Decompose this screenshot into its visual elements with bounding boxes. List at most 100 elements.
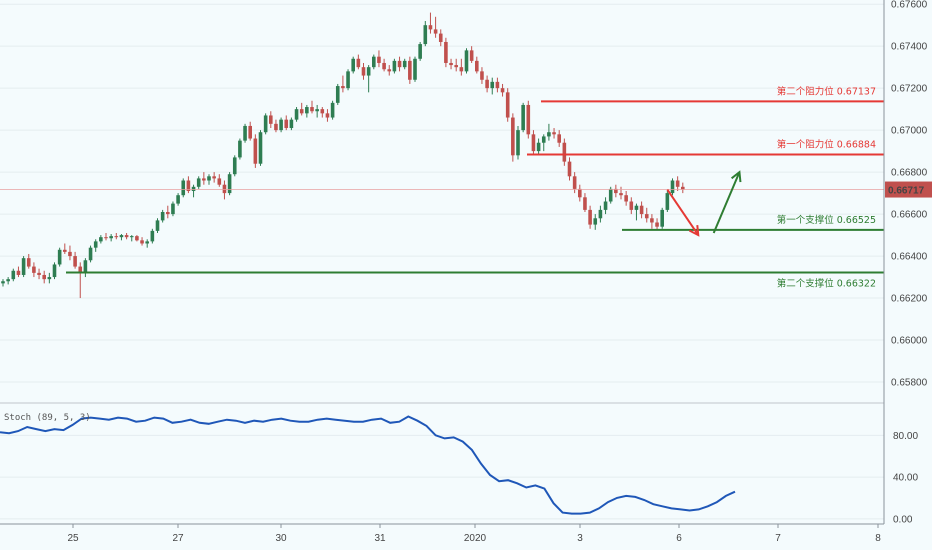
candle-body: [505, 92, 510, 118]
candle-body: [619, 193, 623, 196]
candle-body: [124, 235, 129, 238]
candle-body: [140, 240, 144, 244]
projection-arrow-line[interactable]: [666, 188, 700, 236]
projection-arrow-line[interactable]: [712, 171, 741, 234]
candle-body: [526, 104, 531, 135]
candle-body: [490, 81, 495, 89]
candle-body: [243, 125, 247, 141]
stoch-axis[interactable]: 80.00 40.00 0.00: [893, 431, 918, 526]
candle-body: [516, 130, 520, 156]
candle-body: [511, 117, 515, 156]
candle-body: [444, 41, 448, 63]
candle-body: [37, 272, 41, 275]
candle-body: [294, 109, 299, 120]
candle-body: [68, 251, 72, 257]
candle-body: [402, 60, 407, 68]
stoch-indicator-label[interactable]: Stoch (89, 5, 3): [4, 413, 91, 423]
candle-body: [681, 186, 685, 190]
projection-arrow-head: [688, 225, 700, 237]
candle-body: [238, 140, 242, 158]
candle-body: [99, 237, 103, 242]
candle-body: [464, 50, 469, 72]
time-tick-label: 2020: [464, 533, 487, 544]
level-label: 第一个支撑位 0.66525: [777, 214, 876, 226]
candle-body: [52, 264, 57, 278]
candle-body: [377, 56, 381, 63]
price-tick-label: 0.66600: [891, 210, 928, 221]
time-tick-label: 8: [875, 533, 881, 544]
candle-body: [541, 136, 546, 143]
price-tick-label: 0.67000: [891, 126, 928, 137]
candle-body: [547, 132, 551, 137]
candle-body: [603, 201, 608, 210]
candle-body: [186, 180, 191, 192]
price-tick-label: 0.66400: [891, 252, 928, 263]
candle-body: [423, 25, 428, 45]
stoch-line: [0, 415, 736, 515]
candle-body: [418, 44, 422, 59]
candle-body: [665, 193, 670, 210]
time-tick-label: 27: [172, 533, 184, 544]
candle-body: [485, 79, 489, 89]
candle-body: [557, 134, 561, 143]
candle-body: [78, 266, 83, 273]
candle-body: [608, 188, 613, 202]
candle-body: [449, 62, 453, 66]
price-tick-label: 0.67600: [891, 0, 928, 11]
candle-body: [32, 266, 36, 273]
candle-body: [562, 142, 567, 162]
candle-body: [650, 218, 654, 223]
time-tick-label: 3: [577, 533, 583, 544]
current-price-label-group: 0.66717: [885, 181, 932, 198]
candle-body: [639, 205, 644, 215]
candle-body: [552, 132, 556, 135]
candle-body: [588, 209, 592, 225]
candle-body: [289, 119, 294, 129]
time-tick-label: 6: [676, 533, 682, 544]
candle-body: [212, 176, 216, 179]
price-tick-label: 0.66800: [891, 168, 928, 179]
candle-body: [171, 203, 175, 215]
time-tick-label: 25: [67, 533, 79, 544]
candle-body: [438, 33, 443, 42]
candle-body: [63, 249, 67, 252]
projection-arrow-head: [730, 170, 742, 183]
price-tick-label: 0.67400: [891, 42, 928, 53]
candle-body: [578, 188, 582, 198]
candle-body: [83, 260, 88, 273]
candle-body: [670, 180, 675, 194]
candle-body: [341, 86, 345, 89]
candle-body: [26, 258, 31, 267]
candle-body: [269, 115, 273, 124]
candle-body: [428, 25, 433, 30]
level-label: 第二个支撑位 0.66322: [777, 277, 876, 289]
candle-body: [119, 235, 124, 238]
candle-body: [346, 71, 350, 89]
time-axis[interactable]: 25 27 30 31 2020 3 6 7 8: [67, 524, 881, 544]
candle-body: [6, 279, 10, 282]
candle-body: [16, 270, 21, 275]
candle-body: [47, 277, 52, 280]
candle-body: [413, 58, 417, 80]
arrows-group: [666, 170, 742, 237]
candle-body: [567, 161, 572, 177]
price-tick-label: 0.65800: [891, 378, 928, 389]
candle-body: [475, 60, 479, 72]
time-tick-label: 30: [275, 533, 287, 544]
levels-group: 第二个阻力位 0.67137 第一个阻力位 0.66884 第一个支撑位 0.665…: [0, 85, 884, 289]
candle-body: [325, 113, 330, 118]
candle-body: [135, 236, 139, 241]
stoch-pane: [0, 415, 884, 520]
time-tick-label: 31: [374, 533, 386, 544]
candle-body: [279, 119, 283, 131]
candle-body: [593, 218, 598, 225]
price-axis[interactable]: 0.67600 0.67400 0.67200 0.67000 0.66800 0.666…: [891, 0, 928, 389]
candle-body: [104, 237, 108, 239]
candle-body: [11, 270, 16, 280]
price-tick-label: 0.66000: [891, 336, 928, 347]
candle-body: [109, 236, 113, 239]
candle-body: [655, 222, 659, 227]
candle-body: [207, 176, 211, 181]
